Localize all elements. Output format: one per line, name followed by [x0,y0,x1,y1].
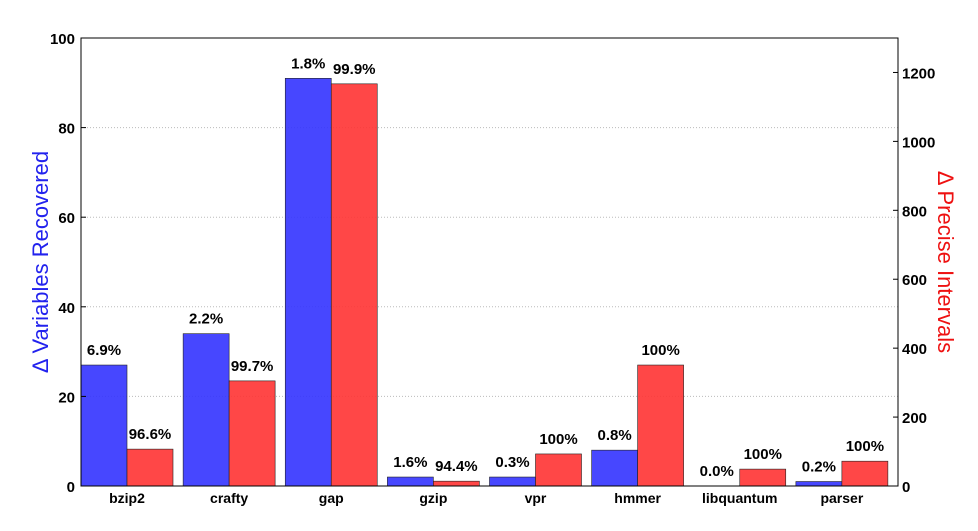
bar-gap-intervals [330,83,378,487]
data-label: 100% [641,342,679,359]
y-tick-label: 60 [58,210,75,227]
data-label: 0.2% [802,459,836,476]
data-label: 0.0% [700,463,734,480]
y-tick-label: 40 [58,300,75,317]
x-tick-label: crafty [210,490,248,506]
y-axis-label: Δ Variables Recovered [28,151,53,373]
x-tick-label: vpr [525,490,547,506]
data-label: 6.9% [87,342,121,359]
bar-gzip-variables [387,476,434,487]
x-tick-label: gap [319,490,344,506]
bar-parser-intervals [841,460,889,487]
y2-tick-label: 1000 [902,134,935,151]
bar-libquantum-intervals [739,468,787,487]
bar-hmmer-intervals [637,364,684,487]
y-tick-label: 20 [58,389,75,406]
bar-hmmer-variables [591,449,638,487]
bar-bzip2-intervals [126,448,174,487]
data-label: 0.3% [495,454,529,471]
bar-crafty-intervals [228,380,276,487]
bar-vpr-intervals [535,453,582,487]
bars [80,78,889,487]
y2-tick-label: 1200 [902,65,935,82]
bar-gzip-intervals [433,480,480,487]
x-tick-label: gzip [419,490,447,506]
bar-gap-variables [284,78,332,487]
data-label: 100% [539,431,577,448]
bar-crafty-variables [182,333,230,487]
data-label: 0.8% [598,427,632,444]
data-label: 99.7% [231,358,274,375]
y-tick-label: 80 [58,121,75,138]
plot-frame [80,37,899,487]
y2-tick-label: 400 [902,341,927,358]
data-labels: 6.9% 96.6% 2.2% 99.7% 1.8% 99.9% 1.6% 94.4% 0.3%… [87,55,884,480]
data-label: 99.9% [333,61,376,78]
gridlines [81,127,898,397]
x-tick-label: bzip2 [109,490,145,506]
y2-tick-label: 600 [902,272,927,289]
y2-axis-label: Δ Precise Intervals [933,171,958,353]
data-label: 2.2% [189,311,223,328]
data-label: 94.4% [435,458,478,475]
data-label: 96.6% [129,426,172,443]
bar-parser-variables [795,481,843,487]
y2-tick-label: 0 [902,479,910,496]
x-tick-label: libquantum [702,490,777,506]
data-label: 1.6% [393,454,427,471]
y2-tick-label: 800 [902,203,927,220]
data-label: 100% [846,438,884,455]
y-tick-label: 100 [50,31,75,48]
x-tick-label: parser [820,490,863,506]
data-label: 100% [744,446,782,463]
y2-tick-label: 200 [902,410,927,427]
bar-bzip2-variables [80,364,128,487]
bar-vpr-variables [489,476,536,487]
y-tick-label: 0 [67,479,75,496]
data-label: 1.8% [291,55,325,72]
x-tick-label: hmmer [614,490,661,506]
